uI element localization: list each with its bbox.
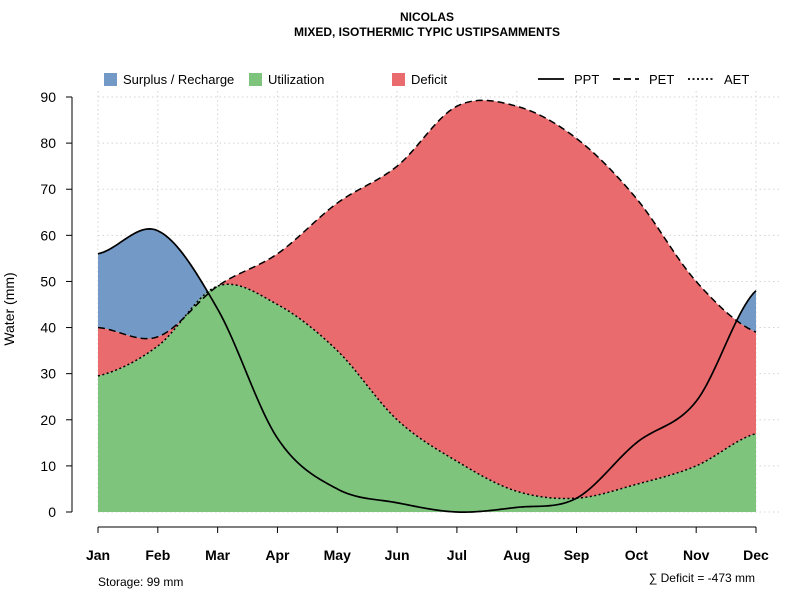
x-tick-label: May <box>324 547 351 563</box>
y-tick-label: 0 <box>48 504 56 520</box>
y-tick-label: 10 <box>40 458 56 474</box>
deficit-annotation: ∑ Deficit = -473 mm <box>649 571 755 585</box>
legend-swatch-utilization <box>249 73 262 86</box>
legend-label-surplus-recharge: Surplus / Recharge <box>123 72 234 87</box>
x-tick-label: Mar <box>205 547 230 563</box>
x-tick-label: Dec <box>743 547 769 563</box>
x-tick-label: Feb <box>145 547 170 563</box>
y-tick-label: 90 <box>40 89 56 105</box>
x-tick-label: Jul <box>447 547 467 563</box>
y-tick-label: 80 <box>40 135 56 151</box>
y-tick-label: 50 <box>40 273 56 289</box>
utilization-area <box>98 284 756 512</box>
storage-annotation: Storage: 99 mm <box>98 575 183 589</box>
y-tick-label: 30 <box>40 366 56 382</box>
chart-title: NICOLAS <box>400 10 454 24</box>
x-tick-label: Aug <box>503 547 530 563</box>
x-tick-label: Sep <box>564 547 590 563</box>
y-tick-label: 60 <box>40 227 56 243</box>
y-tick-label: 40 <box>40 320 56 336</box>
axis-layer: 0 10 20 30 40 50 60 70 80 90 Jan Feb Mar Apr May Jun Jul… <box>40 89 769 563</box>
legend-layer: Surplus / Recharge Utilization Deficit PPT P… <box>104 72 749 87</box>
x-tick-label: Oct <box>625 547 649 563</box>
x-tick-label: Nov <box>683 547 710 563</box>
legend-label-pet: PET <box>649 72 674 87</box>
y-tick-label: 70 <box>40 181 56 197</box>
x-tick-label: Apr <box>265 547 290 563</box>
x-tick-label: Jan <box>86 547 110 563</box>
deficit-area <box>98 100 756 499</box>
y-tick-label: 20 <box>40 412 56 428</box>
legend-swatch-deficit <box>392 73 405 86</box>
pet-line <box>97 99 757 340</box>
x-tick-label: Jun <box>385 547 410 563</box>
legend-label-aet: AET <box>724 72 749 87</box>
y-axis-label: Water (mm) <box>1 272 17 345</box>
chart-subtitle: MIXED, ISOTHERMIC TYPIC USTIPSAMMENTS <box>294 25 560 39</box>
line-layer <box>97 99 757 513</box>
legend-label-deficit: Deficit <box>411 72 448 87</box>
legend-swatch-surplus-recharge <box>104 73 117 86</box>
legend-label-utilization: Utilization <box>268 72 324 87</box>
surplus-recharge-area <box>98 228 756 339</box>
area-layer <box>98 100 756 512</box>
legend-label-ppt: PPT <box>574 72 599 87</box>
aet-line <box>97 283 757 500</box>
